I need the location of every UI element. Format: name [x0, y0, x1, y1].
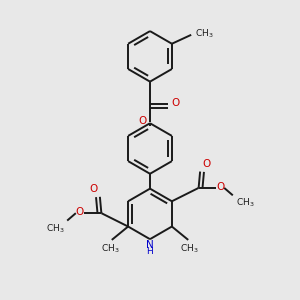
Text: O: O: [202, 159, 210, 169]
Text: O: O: [172, 98, 180, 108]
Text: CH$_3$: CH$_3$: [180, 242, 199, 255]
Text: CH$_3$: CH$_3$: [101, 242, 120, 255]
Text: O: O: [217, 182, 225, 192]
Text: CH$_3$: CH$_3$: [236, 197, 254, 209]
Text: CH$_3$: CH$_3$: [46, 222, 64, 235]
Text: H: H: [147, 247, 153, 256]
Text: O: O: [138, 116, 146, 126]
Text: CH$_3$: CH$_3$: [195, 27, 213, 40]
Text: O: O: [75, 207, 83, 217]
Text: N: N: [146, 240, 154, 250]
Text: O: O: [90, 184, 98, 194]
